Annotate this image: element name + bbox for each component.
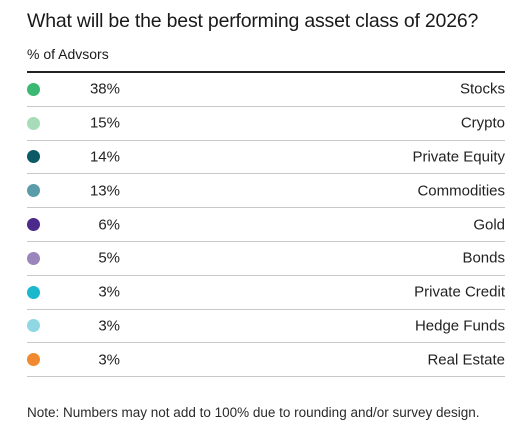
legend-dot-icon	[27, 251, 40, 265]
table-row: 13% Commodities	[27, 174, 505, 209]
percent-value: 3%	[98, 351, 120, 369]
asset-class-label: Private Equity	[412, 148, 505, 166]
legend-dot-icon	[27, 116, 40, 130]
asset-class-label: Private Credit	[414, 283, 505, 301]
percent-value: 5%	[98, 249, 120, 267]
table-row: 3% Private Credit	[27, 276, 505, 310]
table-row: 38% Stocks	[27, 73, 505, 107]
legend-dot-icon	[27, 184, 40, 198]
asset-class-label: Hedge Funds	[414, 317, 505, 335]
chart-title: What will be the best performing asset c…	[27, 10, 479, 32]
asset-class-label: Gold	[473, 216, 505, 234]
asset-class-label: Crypto	[460, 114, 505, 132]
chart-subtitle: % of Advsors	[27, 46, 109, 62]
percent-value: 38%	[89, 80, 120, 98]
percent-value: 3%	[98, 317, 120, 335]
percent-value: 14%	[89, 148, 120, 166]
table-row: 3% Hedge Funds	[27, 310, 505, 344]
header-divider	[27, 71, 505, 73]
percent-value: 13%	[89, 182, 120, 200]
table-row: 6% Gold	[27, 208, 505, 242]
asset-class-table: 38% Stocks 15% Crypto 14% Private Equity 13% Co…	[27, 73, 505, 378]
table-row: 15% Crypto	[27, 107, 505, 141]
asset-class-label: Stocks	[459, 80, 505, 98]
percent-value: 15%	[89, 114, 120, 132]
footnote: Note: Numbers may not add to 100% due to…	[27, 405, 480, 420]
asset-class-label: Bonds	[462, 249, 505, 267]
percent-value: 6%	[98, 216, 120, 234]
legend-dot-icon	[27, 218, 40, 232]
asset-class-label: Real Estate	[427, 351, 505, 369]
legend-dot-icon	[27, 319, 40, 333]
table-row: 5% Bonds	[27, 242, 505, 276]
table-row: 14% Private Equity	[27, 141, 505, 175]
table-row: 3% Real Estate	[27, 343, 505, 378]
legend-dot-icon	[27, 150, 40, 164]
percent-value: 3%	[98, 283, 120, 301]
legend-dot-icon	[27, 285, 40, 299]
legend-dot-icon	[27, 353, 40, 367]
legend-dot-icon	[27, 82, 40, 96]
asset-class-label: Commodities	[417, 182, 505, 200]
